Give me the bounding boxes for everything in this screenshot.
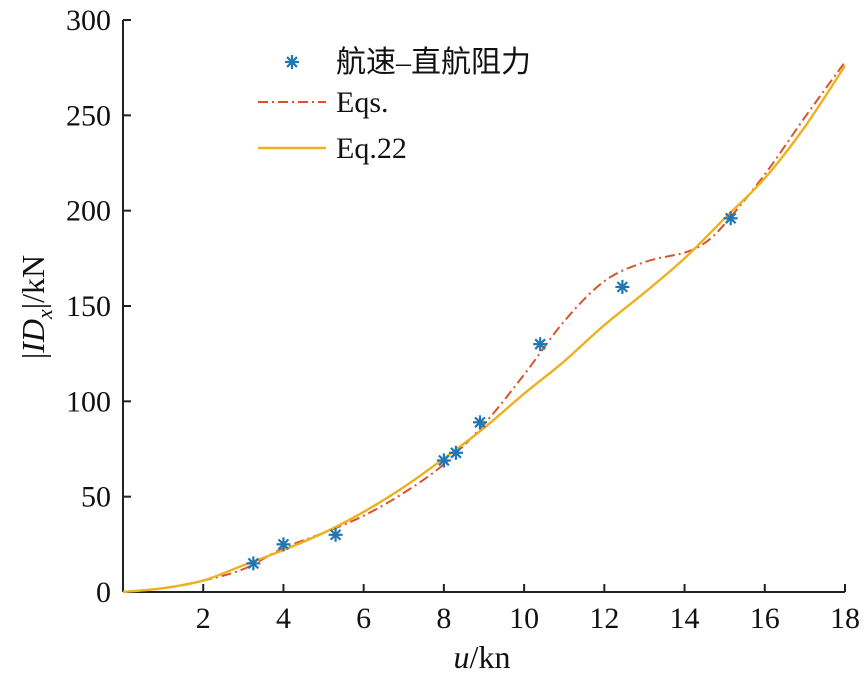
y-tick-label: 100: [66, 385, 111, 418]
series-lines: [122, 61, 847, 594]
data-point-6: [533, 337, 548, 352]
series-line-1: [122, 61, 846, 593]
axes: [122, 20, 845, 593]
x-tick-label: 10: [509, 602, 539, 635]
y-axis-title-sub: x: [32, 309, 57, 320]
series-markers: [246, 211, 738, 571]
legend-label-eq22: Eq.22: [336, 132, 407, 165]
data-point-0: [246, 556, 261, 571]
y-axis-title: |IDx|/kN: [15, 255, 57, 359]
data-point-4: [448, 445, 463, 460]
data-point-5: [472, 415, 487, 430]
legend-label-eqs: Eqs.: [336, 86, 389, 119]
data-point-2: [328, 527, 343, 542]
data-point-1: [276, 537, 291, 552]
x-tick-label: 6: [356, 602, 371, 635]
legend-label-scatter: 航速–直航阻力: [336, 46, 531, 79]
x-tick-label: 4: [276, 602, 291, 635]
x-tick-label: 14: [670, 602, 700, 635]
x-axis-title-var: u: [454, 639, 470, 675]
tick-marks: [123, 19, 846, 593]
y-axis-title-var: ID: [15, 319, 51, 354]
y-tick-label: 0: [96, 576, 111, 609]
x-tick-label: 12: [589, 602, 619, 635]
tick-labels: 2 4 6 8 10 12 14 16 18 0 50 100 150 200 250 300: [66, 4, 860, 635]
data-point-7: [615, 279, 630, 294]
y-tick-label: 150: [66, 290, 111, 323]
x-tick-label: 16: [750, 602, 780, 635]
legend: 航速–直航阻力 Eqs. Eq.22: [258, 46, 531, 165]
data-point-8: [723, 211, 738, 226]
y-axis-title-bar-close: |: [15, 303, 51, 309]
x-tick-label: 18: [830, 602, 860, 635]
y-tick-label: 250: [66, 99, 111, 132]
series-line-2: [122, 65, 847, 594]
y-tick-label: 50: [81, 481, 111, 514]
legend-symbol-scatter: [285, 55, 299, 69]
y-tick-label: 200: [66, 195, 111, 228]
data-point-3: [436, 453, 451, 468]
y-tick-label: 300: [66, 4, 111, 37]
x-tick-label: 2: [196, 602, 211, 635]
y-axis-title-unit: /kN: [15, 255, 51, 303]
x-axis-title-unit: /kn: [470, 639, 511, 675]
legend-asterisk: [285, 55, 299, 69]
y-axis-title-bar-open: |: [15, 353, 51, 359]
x-axis-title: u/kn: [454, 639, 511, 675]
x-tick-label: 8: [436, 602, 451, 635]
